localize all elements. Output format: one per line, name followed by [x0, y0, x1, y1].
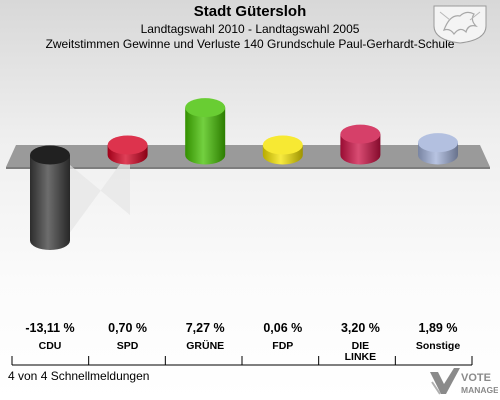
bar-die-linke: [340, 124, 381, 165]
bar-body: [185, 107, 226, 165]
category-label: GRÜNE: [186, 339, 224, 352]
value-label: -13,11 %: [25, 321, 74, 335]
chart-subtitle: Landtagswahl 2010 - Landtagswahl 2005: [140, 22, 360, 36]
logo-text-vote: VOTE: [461, 372, 491, 384]
value-label: 0,06 %: [263, 321, 302, 335]
bar-cap: [107, 135, 148, 155]
logo-text-manager: MANAGER: [461, 385, 498, 395]
votemanager-logo: VOTE MANAGER: [430, 368, 498, 395]
chart-baseline-edge: [6, 167, 490, 169]
category-label: CDU: [39, 340, 62, 352]
value-label: 1,89 %: [419, 321, 458, 335]
bar-cap: [30, 145, 70, 165]
bar-sonstige: [418, 133, 458, 165]
city-crest-icon: [433, 5, 487, 44]
category-label: LINKE: [345, 351, 377, 363]
value-label: 0,70 %: [108, 321, 147, 335]
category-label: Sonstige: [416, 340, 460, 352]
bar-shadow: [70, 150, 130, 233]
bar-cap: [262, 135, 303, 155]
bar-cap: [185, 98, 226, 118]
value-label: 3,20 %: [341, 321, 380, 335]
bar-cap: [340, 124, 381, 144]
category-label: FDP: [272, 340, 293, 352]
value-label: 7,27 %: [186, 321, 225, 335]
footer-status: 4 von 4 Schnellmeldungen: [8, 369, 150, 383]
bar-fdp: [262, 135, 303, 165]
chart-title: Stadt Gütersloh: [193, 3, 307, 20]
category-label: DIE: [352, 340, 370, 352]
bar-grüne: [185, 98, 226, 165]
bar-body: [30, 155, 70, 250]
bar-spd: [107, 135, 148, 165]
chart-baseline-plane: [6, 145, 490, 167]
bar-cdu: [30, 145, 130, 250]
category-label: SPD: [117, 340, 139, 352]
bar-cap: [418, 133, 458, 153]
chart-description: Zweitstimmen Gewinne und Verluste 140 Gr…: [45, 37, 455, 51]
